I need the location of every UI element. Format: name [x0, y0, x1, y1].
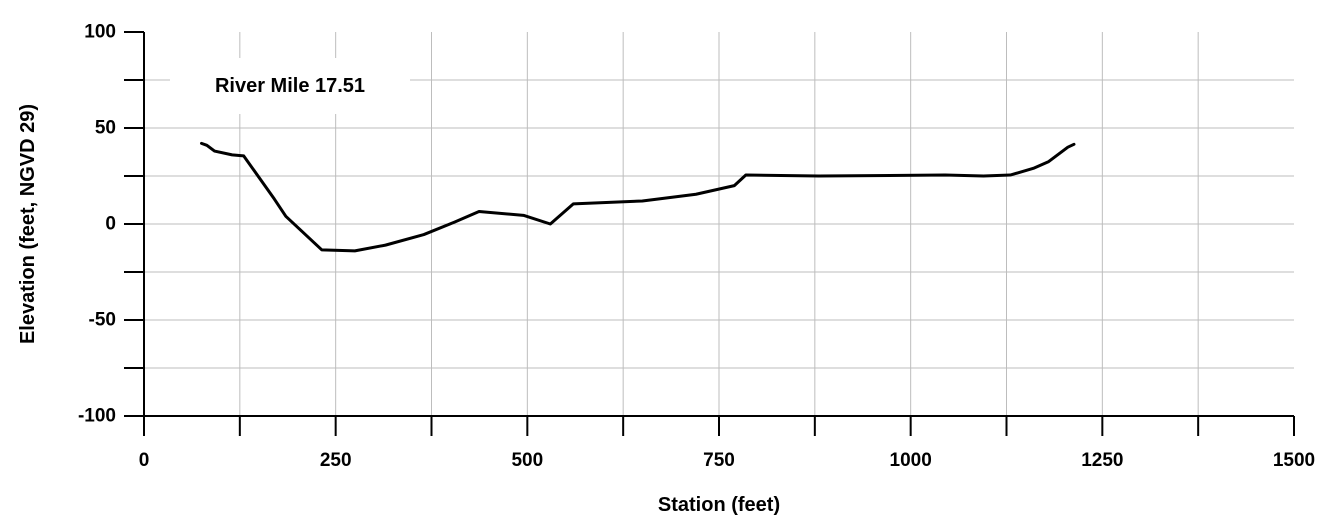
annotation: River Mile 17.51 [170, 58, 410, 114]
series-line [200, 141, 1076, 253]
x-axis-title: Station (feet) [658, 494, 780, 516]
x-tick-label: 1500 [1273, 450, 1315, 471]
x-tick-label: 250 [320, 450, 352, 471]
axes [124, 31, 1295, 436]
x-tick-label: 1250 [1081, 450, 1123, 471]
y-tick-label: 100 [84, 22, 116, 43]
x-tick-label: 1000 [890, 450, 932, 471]
y-tick-label: 50 [95, 118, 116, 139]
series [200, 141, 1076, 253]
y-tick-label: 0 [105, 214, 116, 235]
annotation-river-mile: River Mile 17.51 [215, 75, 365, 97]
annotation-box [170, 58, 410, 114]
x-tick-label: 0 [139, 450, 150, 471]
x-tick-label: 750 [703, 450, 735, 471]
x-tick-label: 500 [511, 450, 543, 471]
y-axis-title: Elevation (feet, NGVD 29) [17, 104, 39, 344]
y-tick-label: -50 [89, 310, 116, 331]
y-tick-label: -100 [78, 406, 116, 427]
